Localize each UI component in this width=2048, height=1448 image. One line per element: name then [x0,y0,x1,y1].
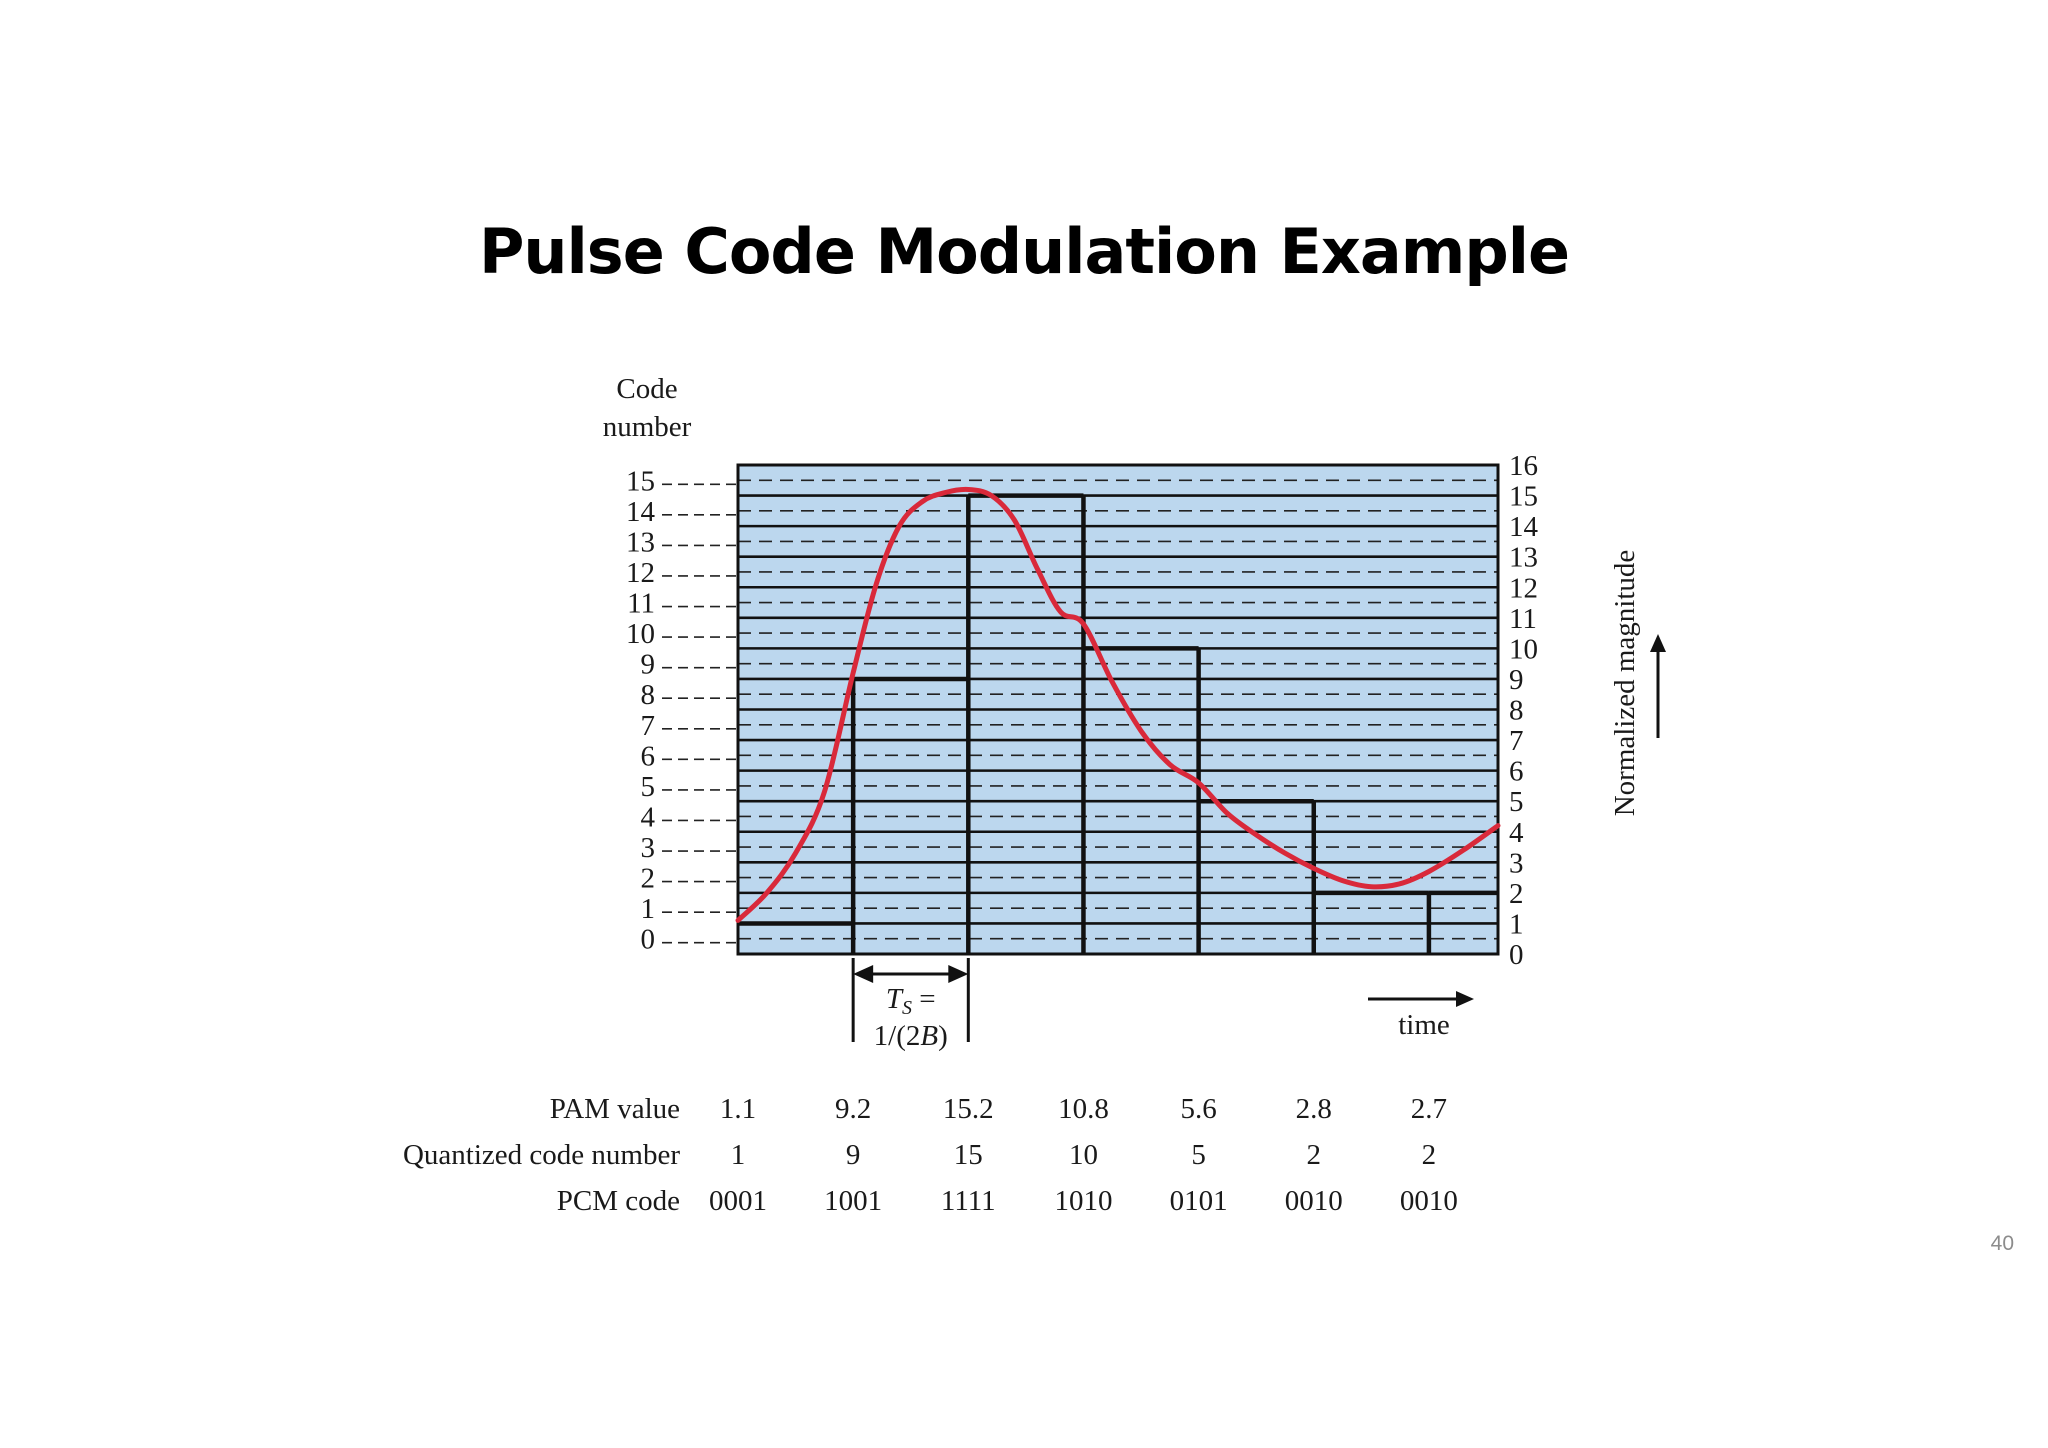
right-axis-tick-label: 0 [1509,939,1524,971]
pam-value-cell: 10.8 [1058,1093,1109,1125]
right-axis-label: Normalized magnitude [1609,550,1641,817]
x-axis-label: time [1398,1009,1450,1041]
right-axis-tick-label: 7 [1509,725,1524,757]
table-row-label-pcm: PCM code [557,1185,680,1217]
right-axis-tick-label: 6 [1509,756,1524,788]
left-axis-tick-label: 6 [641,740,656,772]
left-axis-tick-label: 5 [641,771,656,803]
time-arrow-head [1456,991,1474,1007]
pam-value-cell: 1.1 [720,1093,756,1125]
quantized-code-cell: 5 [1191,1139,1206,1171]
right-axis-tick-label: 4 [1509,817,1524,849]
interval-label-line2: 1/(2B) [874,1020,948,1052]
interval-formula-var: B [920,1020,938,1052]
interval-equals: = [912,983,936,1015]
left-axis-tick-label: 0 [641,924,656,956]
pam-value-cell: 5.6 [1180,1093,1216,1125]
pam-value-cell: 2.7 [1411,1093,1447,1125]
right-axis-tick-label: 12 [1509,572,1538,604]
interval-symbol: T [886,983,904,1015]
page-number: 40 [1990,1232,2014,1255]
pam-value-cell: 2.8 [1296,1093,1332,1125]
pam-value-cell: 9.2 [835,1093,871,1125]
left-axis-tick-label: 1 [641,893,656,925]
quantized-code-cell: 2 [1422,1139,1437,1171]
quantized-code-cell: 10 [1069,1139,1098,1171]
left-axis-tick-label: 2 [641,863,656,895]
right-axis-tick-label: 11 [1509,603,1537,635]
quantized-code-cell: 15 [954,1139,983,1171]
pcm-code-cell: 1001 [824,1185,882,1217]
left-axis-tick-label: 13 [626,526,655,558]
left-axis-tick-label: 11 [627,588,655,620]
signal-curve [735,486,1501,923]
left-axis-tick-label: 8 [641,679,656,711]
slide-title: Pulse Code Modulation Example [478,215,1570,288]
right-axis-tick-label: 9 [1509,664,1524,696]
pcm-code-cell: 0001 [709,1185,767,1217]
left-axis-tick-label: 15 [626,465,655,497]
interval-label-line1: TS = [886,983,936,1019]
right-axis-tick-label: 1 [1509,908,1524,940]
left-axis-label-line1: Code [616,373,677,405]
plot-area [736,463,1500,956]
magnitude-arrow-head [1650,634,1666,652]
right-axis-tick-label: 3 [1509,847,1524,879]
pcm-code-cell: 0101 [1170,1185,1228,1217]
quantized-code-cell: 9 [846,1139,861,1171]
table-row-label-quantized: Quantized code number [403,1139,680,1171]
pcm-code-cell: 0010 [1400,1185,1458,1217]
pcm-code-cell: 1111 [941,1185,996,1217]
signal-curve-group [735,486,1501,923]
annotations: TS =1/(2B) time [851,958,1474,1052]
plot-border [736,463,1500,956]
interval-arrow-head-left [853,965,874,983]
right-axis-tick-label: 15 [1509,481,1538,513]
right-axis-tick-label: 10 [1509,633,1538,665]
interval-subscript: S [902,997,912,1019]
left-axis-tick-label: 9 [641,649,656,681]
left-axis-tick-label: 7 [641,710,656,742]
right-axis-tick-label: 8 [1509,695,1524,727]
left-axis-label-line2: number [603,411,692,443]
pam-value-cell: 15.2 [943,1093,994,1125]
right-axis-tick-label: 16 [1509,450,1538,482]
interval-formula-suffix: ) [938,1020,948,1052]
interval-formula-prefix: 1/(2 [874,1020,921,1052]
left-axis-tick-label: 12 [626,557,655,589]
left-axis-tick-label: 4 [641,801,656,833]
right-axis-tick-label: 2 [1509,878,1524,910]
pcm-code-cell: 1010 [1054,1185,1112,1217]
left-axis-tick-label: 3 [641,832,656,864]
left-axis-tick-label: 10 [626,618,655,650]
sample-table: PAM value Quantized code number PCM code 1.… [403,1093,1458,1217]
right-axis-tick-label: 14 [1509,511,1539,543]
quantized-code-cell: 2 [1307,1139,1322,1171]
table-row-label-pam: PAM value [550,1093,680,1125]
quantized-code-cell: 1 [731,1139,746,1171]
left-axis-tick-label: 14 [626,496,656,528]
interval-arrow-head-right [948,965,969,983]
right-axis-tick-label: 5 [1509,786,1524,818]
right-axis-tick-label: 13 [1509,542,1538,574]
pcm-code-cell: 0010 [1285,1185,1343,1217]
